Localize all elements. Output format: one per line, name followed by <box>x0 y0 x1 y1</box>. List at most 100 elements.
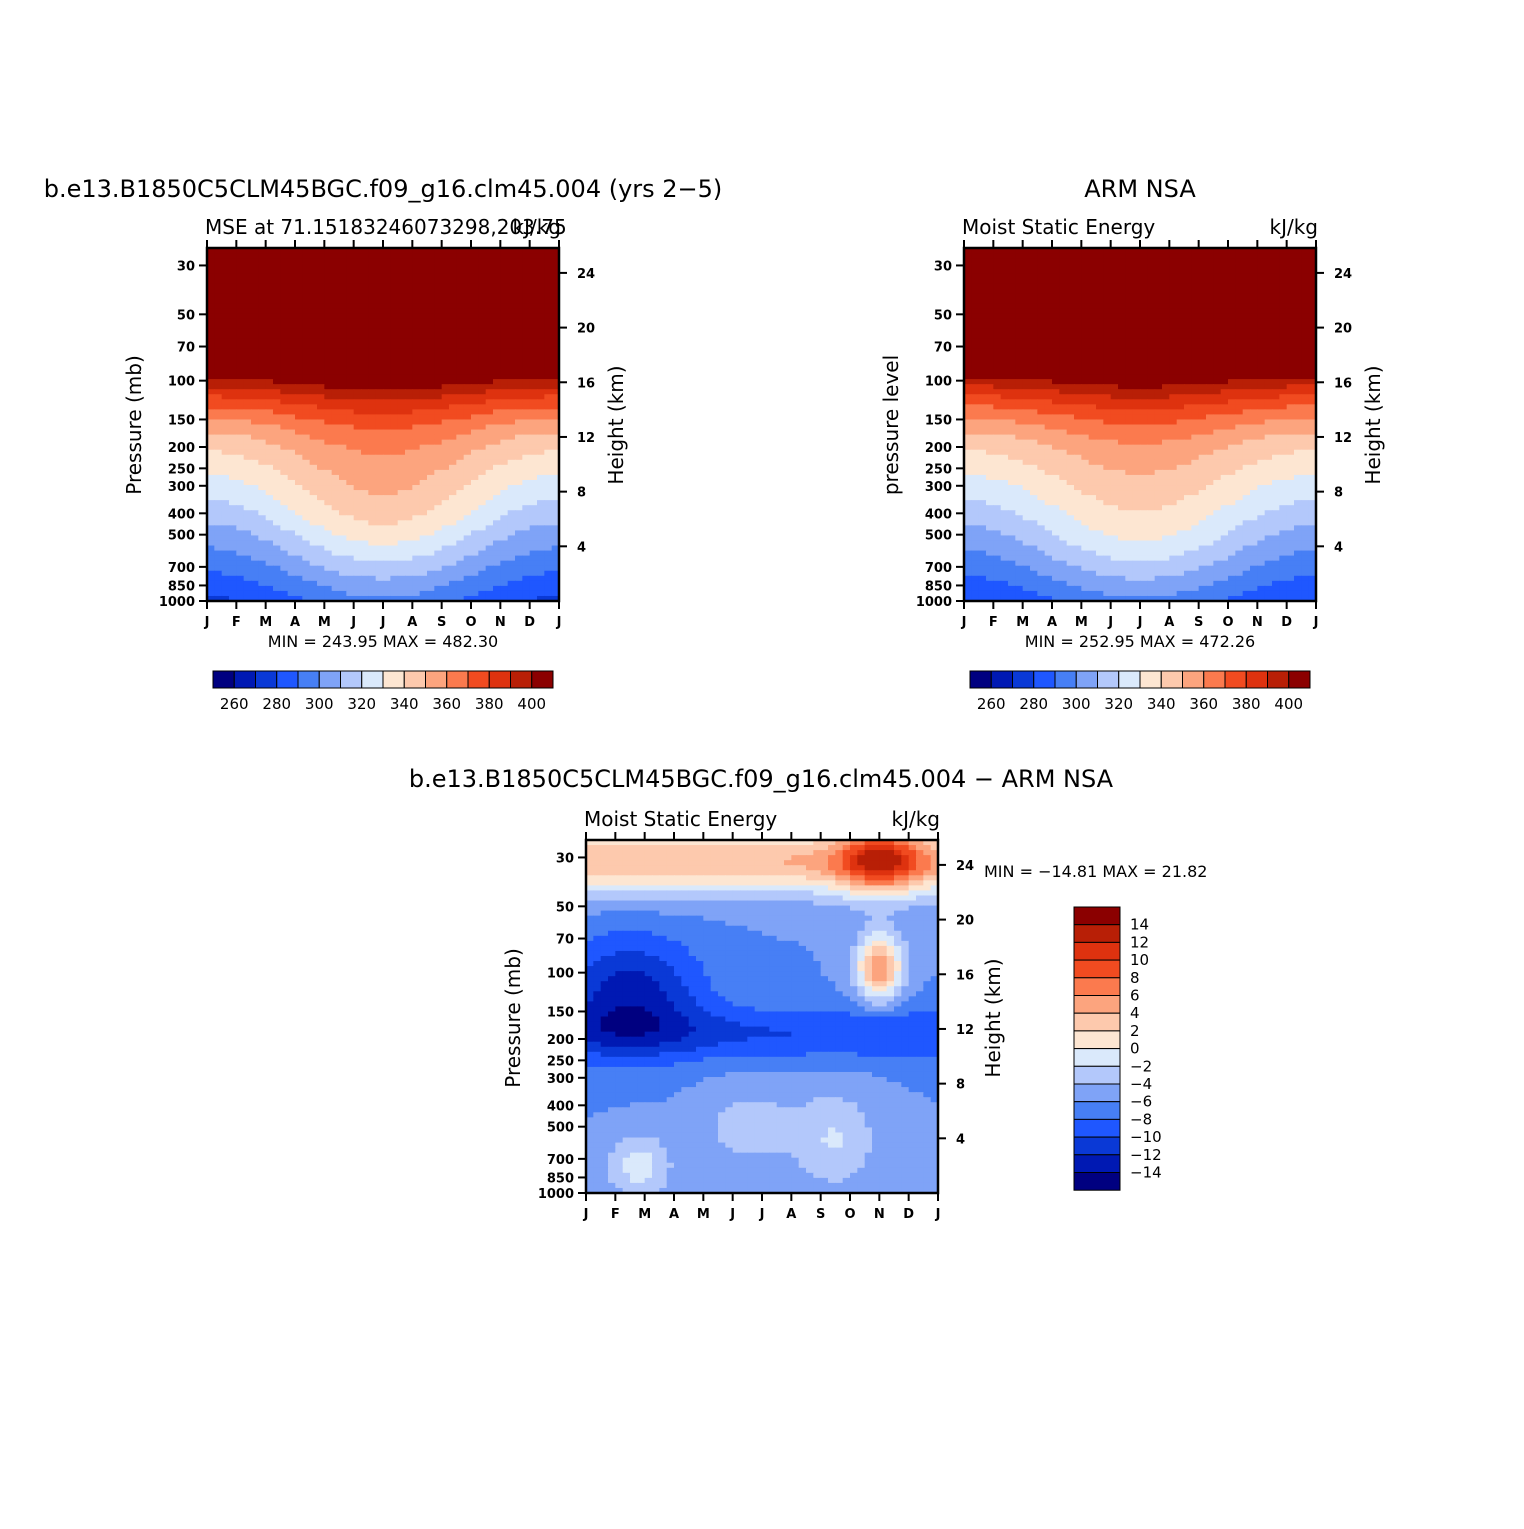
panel-model-cell <box>456 303 464 309</box>
panel-obs-cell <box>1294 394 1302 400</box>
panel-obs-cell <box>1030 364 1038 370</box>
panel-model-cell <box>229 288 237 294</box>
panel-model-cell <box>427 520 435 526</box>
panel-model-cell <box>361 480 369 486</box>
panel-model-cell <box>273 258 281 264</box>
panel-model-cell <box>486 586 494 592</box>
panel-model-cell <box>295 470 303 476</box>
panel-model-cell <box>280 419 288 425</box>
panel-model-cell <box>537 520 545 526</box>
panel-model-cell <box>530 339 538 345</box>
panel-model-cell <box>302 561 310 567</box>
panel-obs-cell <box>1191 273 1199 279</box>
panel-obs-cell <box>1155 258 1163 264</box>
panel-obs-cell <box>1133 359 1141 365</box>
panel-model-cell <box>398 485 406 491</box>
panel-obs-cell <box>1059 273 1067 279</box>
panel-model-cell <box>288 530 296 536</box>
panel-obs-cell <box>1140 374 1148 380</box>
panel-obs-cell <box>1111 288 1119 294</box>
panel-model-cell <box>427 540 435 546</box>
panel-obs-cell <box>1228 359 1236 365</box>
panel-obs-cell <box>1257 329 1265 335</box>
panel-model-cell <box>346 435 354 441</box>
panel-obs-cell <box>1037 253 1045 259</box>
panel-model-cell <box>478 384 486 390</box>
panel-obs-cell <box>1001 374 1009 380</box>
panel-obs-cell <box>971 339 979 345</box>
panel-model: b.e13.B1850C5CLM45BGC.f09_g16.clm45.004 … <box>44 175 723 713</box>
panel-model-cell <box>486 399 494 405</box>
panel-model-cell <box>346 314 354 320</box>
panel-obs-cell <box>1265 324 1273 330</box>
panel-model-cell <box>427 460 435 466</box>
panel-model-cell <box>324 520 332 526</box>
panel-model-cell <box>346 263 354 269</box>
panel-model-cell <box>266 374 274 380</box>
panel-model-ytick-right-label: 20 <box>577 322 595 337</box>
panel-obs-cell <box>1279 334 1287 340</box>
panel-model-cell <box>214 314 222 320</box>
panel-obs-cell <box>986 253 994 259</box>
panel-obs-cell <box>1008 339 1016 345</box>
panel-model-cell <box>332 551 340 557</box>
panel-model-cell <box>346 389 354 395</box>
panel-model-cell <box>288 455 296 461</box>
panel-model-cell <box>456 314 464 320</box>
panel-obs-cell <box>1023 369 1031 375</box>
panel-model-cell <box>522 314 530 320</box>
panel-model-cell <box>522 404 530 410</box>
panel-obs-cell <box>1162 283 1170 289</box>
panel-model-cell <box>390 303 398 309</box>
panel-model-cell <box>478 273 486 279</box>
panel-model-cell <box>508 465 516 471</box>
panel-obs-cell <box>986 369 994 375</box>
panel-model-cell <box>354 520 362 526</box>
panel-model-cell <box>339 273 347 279</box>
panel-model-cell <box>464 490 472 496</box>
panel-model-cell <box>266 369 274 375</box>
panel-model-cell <box>324 455 332 461</box>
panel-model-cell <box>515 576 523 582</box>
panel-model-cell <box>493 520 501 526</box>
panel-model-cell <box>464 258 472 264</box>
panel-model-cell <box>288 399 296 405</box>
panel-model-cell <box>390 566 398 572</box>
panel-model-cell <box>456 414 464 420</box>
panel-model-cell <box>236 551 244 557</box>
panel-model-cell <box>493 349 501 355</box>
panel-model-cell <box>449 298 457 304</box>
panel-model-cell <box>302 379 310 385</box>
panel-model-cell <box>236 324 244 330</box>
panel-model-cell <box>405 520 413 526</box>
panel-model-cell <box>449 470 457 476</box>
panel-model-cell <box>376 399 384 405</box>
panel-model-cell <box>222 510 230 516</box>
panel-obs-cell <box>1052 369 1060 375</box>
panel-model-cell <box>449 450 457 456</box>
panel-model-cell <box>412 465 420 471</box>
panel-obs-cell <box>1265 268 1273 274</box>
panel-model-units: kJ/kg <box>513 215 562 239</box>
panel-obs-cell <box>1118 344 1126 350</box>
panel-model-cell <box>530 283 538 289</box>
panel-model-cell <box>515 364 523 370</box>
panel-model-cell <box>405 440 413 446</box>
panel-model-colorbar-label: 300 <box>305 695 334 713</box>
panel-model-cell <box>295 288 303 294</box>
panel-obs-cell <box>1111 253 1119 259</box>
panel-model-cell <box>508 515 516 521</box>
panel-model-cell <box>236 309 244 315</box>
panel-model-cell <box>214 273 222 279</box>
panel-model-cell <box>368 263 376 269</box>
panel-model-cell <box>229 546 237 552</box>
panel-obs-cell <box>1279 379 1287 385</box>
panel-model-cell <box>368 389 376 395</box>
panel-model-cell <box>427 389 435 395</box>
panel-obs-cell <box>1096 273 1104 279</box>
panel-model-cell <box>522 540 530 546</box>
panel-model-cell <box>456 329 464 335</box>
panel-model-cell <box>530 520 538 526</box>
panel-obs-cell <box>1184 329 1192 335</box>
panel-model-cell <box>398 419 406 425</box>
